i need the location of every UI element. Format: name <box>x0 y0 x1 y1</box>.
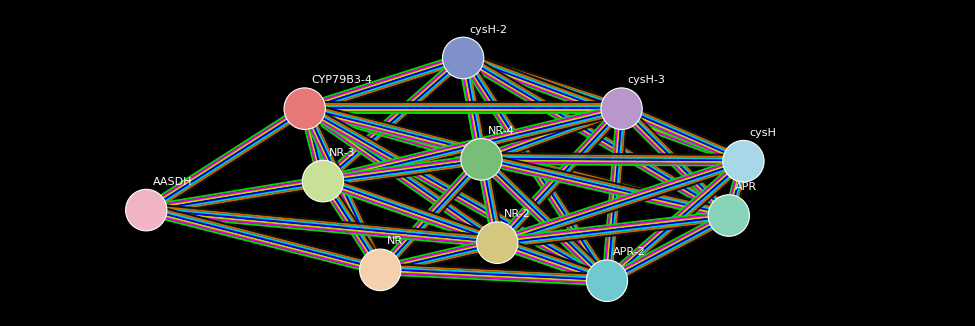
Text: CYP79B3-4: CYP79B3-4 <box>311 75 371 85</box>
Text: NR-4: NR-4 <box>488 126 515 136</box>
Ellipse shape <box>586 260 628 302</box>
Text: APR: APR <box>735 182 758 192</box>
Ellipse shape <box>708 195 750 236</box>
Ellipse shape <box>360 249 401 291</box>
Ellipse shape <box>284 88 326 129</box>
Text: NR-3: NR-3 <box>330 148 356 158</box>
Text: APR-2: APR-2 <box>613 247 645 257</box>
Text: NR-2: NR-2 <box>503 209 530 219</box>
Ellipse shape <box>443 37 484 79</box>
Text: cysH: cysH <box>750 128 776 138</box>
Text: cysH-2: cysH-2 <box>469 24 507 35</box>
Text: cysH-3: cysH-3 <box>628 75 666 85</box>
Ellipse shape <box>302 160 343 202</box>
Text: NR: NR <box>386 236 403 246</box>
Text: AASDH: AASDH <box>152 177 192 187</box>
Ellipse shape <box>461 139 502 180</box>
Ellipse shape <box>477 222 518 263</box>
Ellipse shape <box>126 189 167 231</box>
Ellipse shape <box>722 141 764 182</box>
Ellipse shape <box>601 88 643 129</box>
